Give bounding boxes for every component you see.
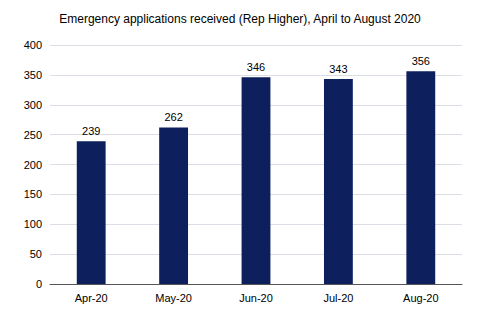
svg-text:Jun-20: Jun-20	[239, 292, 273, 304]
svg-text:Emergency applications receive: Emergency applications received (Rep Hig…	[59, 12, 421, 26]
svg-text:356: 356	[412, 55, 430, 67]
svg-text:Aug-20: Aug-20	[403, 292, 438, 304]
svg-text:Jul-20: Jul-20	[323, 292, 353, 304]
svg-text:50: 50	[30, 248, 42, 260]
svg-text:200: 200	[24, 159, 42, 171]
svg-text:346: 346	[247, 61, 265, 73]
svg-text:300: 300	[24, 99, 42, 111]
svg-text:262: 262	[164, 111, 182, 123]
svg-text:100: 100	[24, 218, 42, 230]
svg-text:May-20: May-20	[155, 292, 192, 304]
svg-text:400: 400	[24, 39, 42, 51]
svg-text:239: 239	[82, 125, 100, 137]
svg-text:Apr-20: Apr-20	[75, 292, 108, 304]
svg-text:0: 0	[36, 278, 42, 290]
svg-text:350: 350	[24, 69, 42, 81]
svg-text:343: 343	[329, 63, 347, 75]
svg-text:250: 250	[24, 129, 42, 141]
svg-text:150: 150	[24, 188, 42, 200]
